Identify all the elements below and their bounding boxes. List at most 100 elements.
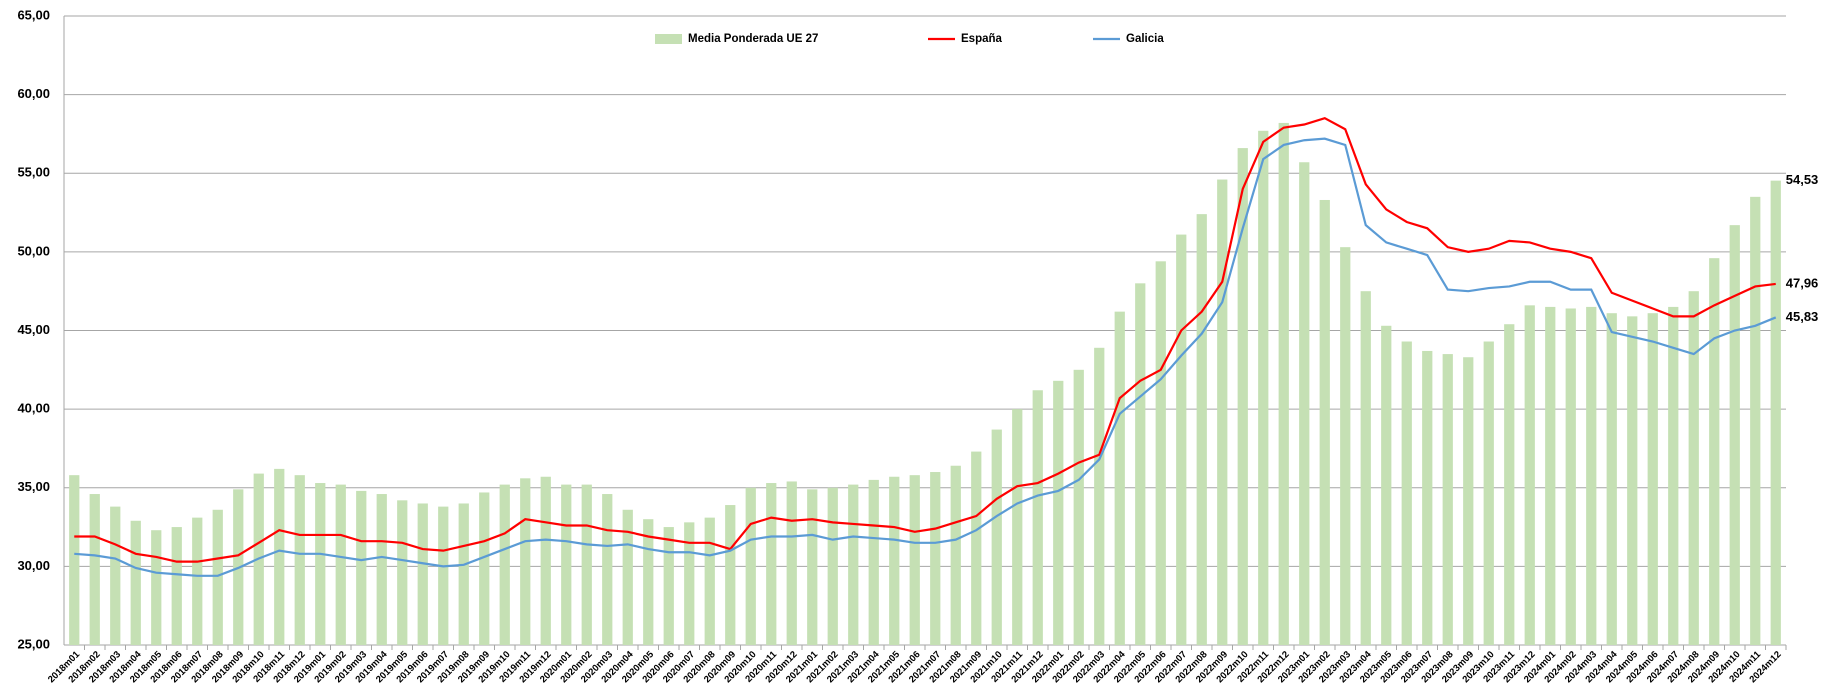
line-series <box>74 137 1777 577</box>
bar <box>827 487 838 645</box>
bar <box>110 506 121 645</box>
y-tick-label: 40,00 <box>17 401 50 416</box>
bar <box>1565 308 1576 645</box>
bar <box>1606 313 1617 645</box>
bar <box>786 481 797 645</box>
bar <box>1545 306 1556 645</box>
bar <box>622 509 633 645</box>
bar <box>520 478 531 645</box>
bar <box>1012 409 1023 645</box>
bar <box>971 451 982 645</box>
bar <box>1237 148 1248 645</box>
bar <box>1668 306 1679 645</box>
bar <box>766 483 777 645</box>
bar <box>745 487 756 645</box>
bar <box>1381 325 1392 645</box>
bar <box>602 494 613 645</box>
y-tick-label: 65,00 <box>17 7 50 22</box>
value-label: 45,83 <box>1786 309 1819 324</box>
bar <box>1094 347 1105 645</box>
bar <box>909 475 920 645</box>
line-series <box>74 117 1776 563</box>
bar <box>417 503 428 645</box>
bar <box>192 517 203 645</box>
bar <box>397 500 408 645</box>
bar <box>130 520 141 645</box>
bar <box>335 484 346 645</box>
bar <box>171 527 182 645</box>
bar <box>704 517 715 645</box>
legend-label: Media Ponderada UE 27 <box>688 33 818 45</box>
bar <box>1401 341 1412 645</box>
bar <box>1709 258 1720 645</box>
bar <box>950 465 961 645</box>
bar <box>1463 357 1474 645</box>
bar <box>663 527 674 645</box>
bar <box>1278 122 1289 646</box>
bar <box>356 490 367 645</box>
bar <box>1770 180 1781 645</box>
bar <box>376 494 387 645</box>
bar <box>643 519 654 645</box>
bar <box>438 506 449 645</box>
bar <box>889 476 900 645</box>
bar <box>561 484 572 645</box>
bar <box>1217 179 1228 646</box>
bar <box>274 468 285 645</box>
bar <box>868 479 879 645</box>
bar <box>479 492 490 645</box>
bar <box>1340 247 1351 645</box>
bar <box>684 522 695 645</box>
bar <box>1627 316 1638 645</box>
bar <box>1196 214 1207 645</box>
legend-swatch <box>655 34 682 44</box>
bar <box>540 476 551 645</box>
bar <box>1422 350 1433 645</box>
bar <box>315 483 326 645</box>
bar <box>151 530 162 645</box>
legend-label: Galicia <box>1126 33 1164 45</box>
value-label: 47,96 <box>1786 275 1819 290</box>
bar <box>69 475 80 645</box>
y-tick-label: 45,00 <box>17 322 50 337</box>
bar <box>1360 291 1371 645</box>
y-tick-label: 25,00 <box>17 636 50 651</box>
bar <box>1053 380 1064 645</box>
bar <box>930 472 941 645</box>
bar <box>991 429 1002 645</box>
bar <box>848 484 859 645</box>
bar <box>1688 291 1699 645</box>
y-tick-label: 30,00 <box>17 558 50 573</box>
bar <box>1729 225 1740 645</box>
bar <box>1319 199 1330 646</box>
value-label: 54,53 <box>1786 172 1819 187</box>
bar <box>458 503 469 645</box>
legend-label: España <box>961 33 1003 45</box>
bar <box>1032 390 1043 645</box>
bar <box>1586 306 1597 645</box>
y-tick-label: 60,00 <box>17 86 50 101</box>
y-tick-label: 35,00 <box>17 479 50 494</box>
bar <box>212 509 223 645</box>
bar <box>1073 369 1084 645</box>
bar <box>1135 283 1146 645</box>
bar <box>725 505 736 645</box>
bar <box>1750 196 1761 645</box>
bar <box>1647 313 1658 645</box>
y-tick-label: 50,00 <box>17 243 50 258</box>
bar <box>1258 130 1269 646</box>
y-tick-label: 55,00 <box>17 165 50 180</box>
bar <box>1176 234 1187 645</box>
bar <box>499 484 510 645</box>
bar <box>1524 305 1535 645</box>
bar <box>1299 162 1310 645</box>
bar <box>294 475 305 645</box>
bar <box>1442 354 1453 645</box>
bar <box>89 494 100 645</box>
bar <box>1504 324 1515 645</box>
bar <box>581 484 592 645</box>
bar <box>1114 311 1125 645</box>
bar <box>807 489 818 645</box>
bar <box>1155 261 1166 645</box>
